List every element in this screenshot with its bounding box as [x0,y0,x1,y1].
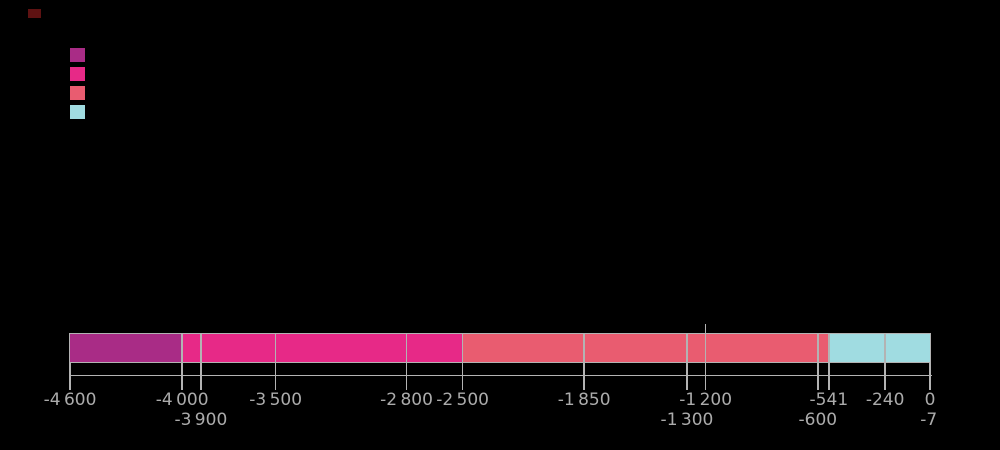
period-divider-line [828,333,830,364]
axis-tick-label: -4 600 [43,390,97,410]
axis-tick [274,362,277,390]
axis-tick-label: -1 200 [679,390,733,410]
period-divider-line [181,333,183,364]
timeline-segment-2 [182,334,463,363]
timeline-segment-1 [70,334,183,363]
axis-tick [200,362,202,390]
axis-tick-label: -2 500 [436,390,489,410]
axis-tick [704,362,707,390]
axis-tick [461,362,464,390]
axis-tick-label: -600 [798,409,838,430]
timeline-segment-3 [462,334,829,363]
axis-tick-label: -1 300 [660,409,714,430]
period-divider-line [461,333,464,364]
axis-tick [181,362,183,390]
period-divider-line [686,333,688,364]
period-divider-line [817,333,819,364]
annotation-leader-line [704,323,707,334]
axis-tick [929,362,931,390]
axis-tick [817,362,819,390]
axis-tick [686,362,688,390]
legend-swatch-eon-4-icon [70,105,85,120]
axis-tick [583,362,585,390]
period-divider-line [704,333,707,364]
timeline-segment-4 [828,334,930,363]
timeline-bar-outline [68,332,931,363]
axis-tick [884,362,886,390]
period-divider-line [583,333,585,364]
legend-swatch-eon-3-icon [70,86,85,101]
dark-red-corner-mark[interactable] [28,9,41,18]
axis-tick-label: -7 [920,409,938,430]
axis-tick-label: -4 000 [155,390,209,410]
legend-swatch-eon-2-icon [70,67,85,82]
axis-tick [405,362,408,390]
axis-tick-label: -3 500 [249,390,303,410]
axis-tick [69,362,71,390]
axis-tick [828,362,830,390]
period-divider-line [274,333,277,364]
axis-tick-label: 0 [924,390,936,410]
period-divider-line [200,333,202,364]
axis-tick-label: -2 800 [380,390,433,410]
axis-tick-label: -541 [809,390,849,410]
axis-tick-label: -3 900 [174,409,228,430]
axis-tick-label: -240 [865,390,905,410]
axis-tick-label: -1 850 [557,390,611,410]
legend-swatch-eon-1-icon [70,48,85,62]
period-divider-line [884,333,886,364]
period-divider-line [405,333,408,364]
x-axis-line [69,374,932,377]
